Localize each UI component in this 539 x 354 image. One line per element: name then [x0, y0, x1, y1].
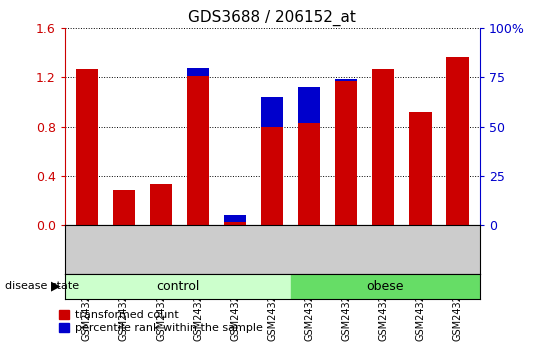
- Bar: [261, 126, 284, 225]
- Bar: [150, 184, 172, 225]
- Text: ▶: ▶: [51, 280, 61, 293]
- Bar: [298, 123, 320, 225]
- Bar: [187, 76, 209, 225]
- Bar: [65, 274, 291, 299]
- Bar: [372, 72, 395, 225]
- Bar: [113, 201, 135, 225]
- Bar: [298, 87, 320, 225]
- Bar: [446, 57, 468, 225]
- Bar: [261, 97, 284, 225]
- Bar: [446, 72, 468, 225]
- Bar: [113, 190, 135, 225]
- Bar: [76, 70, 98, 225]
- Bar: [372, 69, 395, 225]
- Bar: [224, 215, 246, 225]
- Bar: [187, 68, 209, 225]
- Bar: [291, 274, 480, 299]
- Bar: [224, 222, 246, 225]
- Text: control: control: [156, 280, 199, 293]
- Bar: [335, 79, 357, 225]
- Text: disease state: disease state: [5, 281, 80, 291]
- Title: GDS3688 / 206152_at: GDS3688 / 206152_at: [188, 9, 356, 25]
- Bar: [409, 112, 432, 225]
- Bar: [335, 81, 357, 225]
- Legend: transformed count, percentile rank within the sample: transformed count, percentile rank withi…: [59, 310, 263, 333]
- Bar: [409, 125, 432, 225]
- Bar: [76, 69, 98, 225]
- Bar: [150, 183, 172, 225]
- Text: obese: obese: [367, 280, 404, 293]
